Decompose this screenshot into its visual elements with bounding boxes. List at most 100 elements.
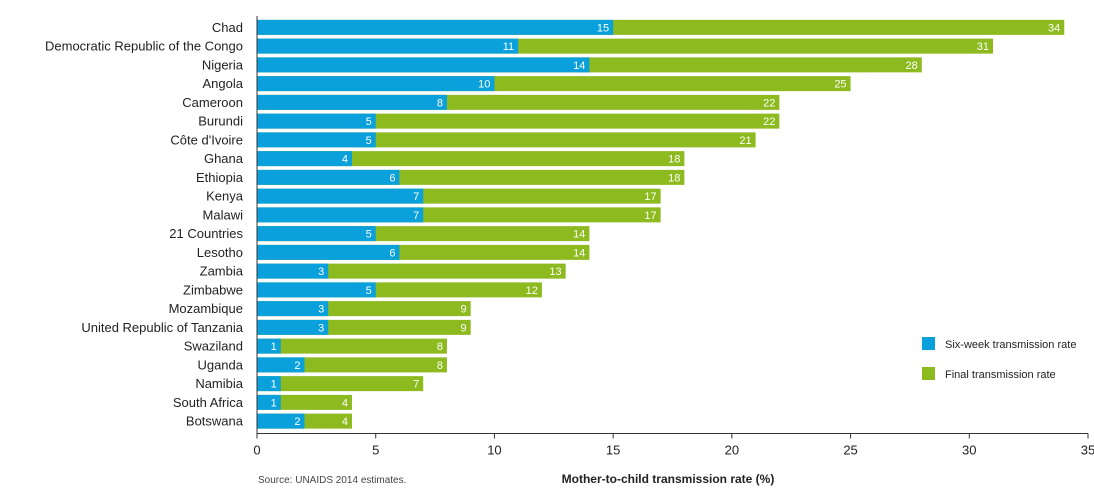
x-tick-label: 25 [843, 443, 857, 458]
final-rate-bar [257, 151, 685, 167]
final-value-label: 34 [1048, 22, 1060, 34]
x-axis-title: Mother-to-child transmission rate (%) [562, 472, 775, 486]
category-label: Uganda [197, 357, 243, 372]
legend: Six-week transmission rate Final transmis… [922, 337, 1076, 381]
x-tick-label: 35 [1081, 443, 1094, 458]
source-note: Source: UNAIDS 2014 estimates. [258, 475, 406, 486]
six-week-rate-bar [257, 244, 400, 260]
final-value-label: 14 [573, 229, 585, 241]
six-week-rate-bar [257, 376, 281, 392]
final-value-label: 21 [739, 135, 751, 147]
final-rate-bar [257, 376, 424, 392]
six-week-rate-bar [257, 413, 305, 429]
six-week-value-label: 1 [271, 341, 277, 353]
category-label: Zambia [200, 264, 244, 279]
six-week-value-label: 7 [413, 191, 419, 203]
final-value-label: 13 [549, 266, 561, 278]
six-week-rate-bar [257, 263, 329, 279]
final-value-label: 22 [763, 97, 775, 109]
category-label: Malawi [203, 207, 244, 222]
final-value-label: 9 [461, 304, 467, 316]
category-label: United Republic of Tanzania [81, 320, 243, 335]
six-week-value-label: 1 [271, 397, 277, 409]
final-value-label: 25 [834, 79, 846, 91]
final-value-label: 18 [668, 172, 680, 184]
final-value-label: 4 [342, 397, 348, 409]
x-tick-label: 5 [372, 443, 379, 458]
six-week-value-label: 5 [366, 229, 372, 241]
six-week-rate-bar [257, 132, 376, 148]
six-week-value-label: 7 [413, 210, 419, 222]
final-value-label: 31 [977, 41, 989, 53]
x-axis-ticks: 0 5 10 15 20 25 30 35 [253, 433, 1094, 458]
x-tick-label: 0 [253, 443, 260, 458]
six-week-value-label: 3 [318, 322, 324, 334]
six-week-value-label: 11 [503, 41, 514, 53]
six-week-rate-bar [257, 188, 424, 204]
category-label: Burundi [198, 114, 243, 129]
six-week-rate-bar [257, 151, 352, 167]
x-tick-label: 30 [962, 443, 976, 458]
category-label: South Africa [173, 395, 244, 410]
six-week-value-label: 5 [366, 285, 372, 297]
legend-label: Final transmission rate [945, 369, 1056, 381]
six-week-rate-bar [257, 38, 519, 54]
final-value-label: 22 [763, 116, 775, 128]
x-tick-label: 10 [487, 443, 501, 458]
final-value-label: 9 [461, 322, 467, 334]
category-label: Chad [212, 20, 243, 35]
six-week-rate-bar [257, 394, 281, 410]
final-value-label: 12 [526, 285, 538, 297]
category-label: Mozambique [169, 301, 243, 316]
six-week-rate-bar [257, 357, 305, 373]
six-week-value-label: 2 [294, 416, 300, 428]
six-week-value-label: 3 [318, 266, 324, 278]
six-week-rate-bar [257, 338, 281, 354]
legend-swatch [922, 337, 935, 350]
six-week-value-label: 10 [478, 79, 490, 91]
six-week-value-label: 8 [437, 97, 443, 109]
category-label: 21 Countries [169, 226, 243, 241]
x-tick-label: 15 [606, 443, 620, 458]
six-week-rate-bar [257, 113, 376, 129]
final-value-label: 4 [342, 416, 348, 428]
six-week-rate-bar [257, 301, 329, 317]
six-week-value-label: 6 [389, 247, 395, 259]
legend-label: Six-week transmission rate [945, 339, 1076, 351]
final-rate-bar [257, 338, 447, 354]
category-label: Botswana [186, 414, 244, 429]
category-label: Kenya [206, 189, 244, 204]
six-week-value-label: 6 [389, 172, 395, 184]
category-label: Swaziland [184, 339, 243, 354]
six-week-value-label: 1 [271, 379, 277, 391]
final-value-label: 14 [573, 247, 585, 259]
six-week-value-label: 5 [366, 135, 372, 147]
x-tick-label: 20 [725, 443, 739, 458]
category-label: Nigeria [202, 57, 244, 72]
category-label: Democratic Republic of the Congo [45, 39, 243, 54]
six-week-value-label: 5 [366, 116, 372, 128]
category-label: Lesotho [197, 245, 243, 260]
category-label: Angola [203, 76, 244, 91]
category-labels: Chad Democratic Republic of the Congo Nige… [45, 20, 244, 429]
six-week-value-label: 2 [294, 360, 300, 372]
six-week-value-label: 3 [318, 304, 324, 316]
six-week-value-label: 4 [342, 154, 348, 166]
final-value-label: 18 [668, 154, 680, 166]
six-week-rate-bar [257, 282, 376, 298]
six-week-rate-bar [257, 169, 400, 185]
six-week-value-label: 14 [573, 60, 585, 72]
final-value-label: 17 [644, 191, 656, 203]
six-week-rate-bar [257, 226, 376, 242]
final-value-label: 8 [437, 341, 443, 353]
final-value-label: 17 [644, 210, 656, 222]
final-value-label: 8 [437, 360, 443, 372]
six-week-rate-bar [257, 19, 614, 35]
category-label: Namibia [195, 376, 243, 391]
six-week-rate-bar [257, 94, 447, 110]
six-week-rate-bar [257, 57, 590, 73]
category-label: Ethiopia [196, 170, 244, 185]
category-label: Côte d'Ivoire [170, 132, 243, 147]
final-value-label: 7 [413, 379, 419, 391]
